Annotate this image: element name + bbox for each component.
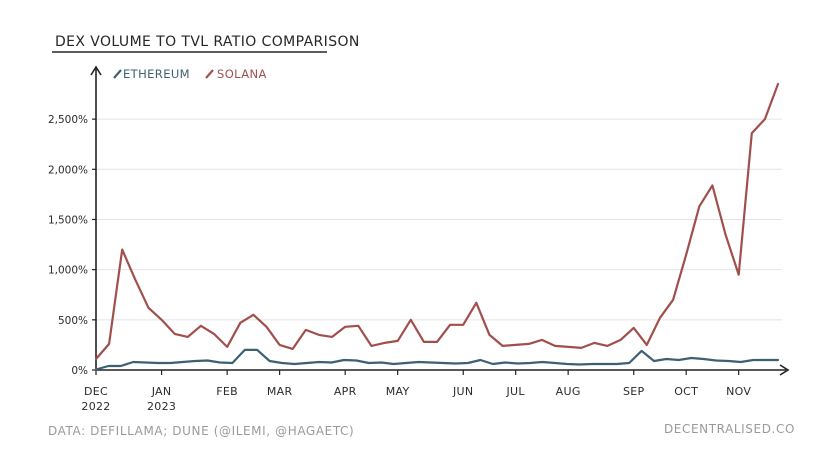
series [94, 82, 780, 371]
y-tick-label: 2,000% [48, 164, 88, 176]
x-tick-label: MAR [267, 385, 293, 398]
x-tick-label: MAY [386, 385, 410, 398]
y-tick-label: 500% [58, 315, 88, 327]
x-tick-label: JAN [151, 385, 172, 398]
y-tick-label: 2,500% [48, 114, 88, 126]
x-tick-label: SEP [623, 385, 645, 398]
x-axis-ticks: DEC 2022 JAN 2023 FEB MAR APR MAY JUN JUL AUG SEP OC… [81, 370, 751, 413]
y-axis-arrow [90, 65, 102, 76]
y-axis-ticks: 0% 500% 1,000% 1,500% 2,000% 2,500% [48, 114, 96, 377]
x-tick-label: DEC [84, 385, 108, 398]
x-tick-label: JUN [452, 385, 473, 398]
x-tick-label: FEB [216, 385, 238, 398]
legend-label-ethereum: ETHEREUM [123, 67, 190, 81]
gridlines [96, 118, 782, 321]
x-tick-label: APR [334, 385, 357, 398]
x-tick-label: OCT [674, 385, 698, 398]
x-tick-label: JUL [506, 385, 526, 398]
x-tick-label: NOV [726, 385, 751, 398]
legend-label-solana: SOLANA [217, 67, 267, 81]
data-source-note: DATA: DEFILLAMA; DUNE (@ILEMI, @HAGAETC) [48, 424, 354, 438]
legend-swatch-solana [205, 69, 214, 79]
chart-title: DEX VOLUME TO TVL RATIO COMPARISON [55, 34, 360, 50]
legend-swatch-ethereum [113, 69, 122, 79]
x-axis-arrow [779, 364, 790, 376]
brand-credit: DECENTRALISED.CO [664, 422, 795, 436]
x-tick-sublabel: 2023 [147, 400, 176, 413]
x-tick-label: AUG [556, 385, 581, 398]
series-line-solana [94, 82, 780, 361]
series-line-ethereum [94, 348, 780, 371]
y-tick-label: 1,000% [48, 265, 88, 277]
legend: ETHEREUM SOLANA [113, 67, 267, 81]
x-tick-sublabel: 2022 [81, 400, 110, 413]
y-tick-label: 1,500% [48, 214, 88, 226]
y-tick-label: 0% [71, 365, 88, 377]
